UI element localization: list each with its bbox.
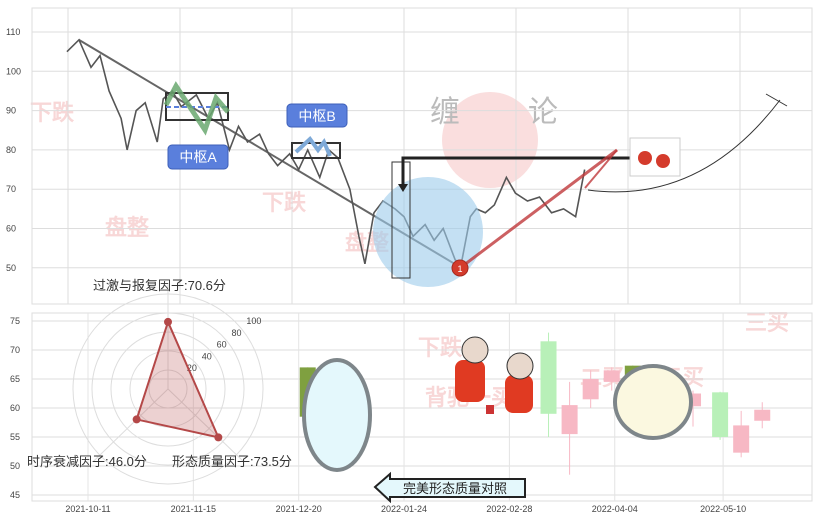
perfect-shape-ellipse xyxy=(302,358,372,472)
radar-point xyxy=(214,433,223,442)
mascot-thumbnail xyxy=(629,137,681,177)
radar-ring-label: 40 xyxy=(202,351,212,361)
top-plot-frame xyxy=(31,7,813,305)
zhongshu-b-box xyxy=(291,142,341,159)
watermark-down: 下跌 xyxy=(418,335,463,360)
projection-arc xyxy=(587,99,781,193)
comparison-callout-label: 完美形态质量对照 xyxy=(403,481,507,496)
y-tick-label: 50 xyxy=(6,263,16,273)
radar-axis xyxy=(167,388,244,462)
x-tick-label: 2021-11-15 xyxy=(171,504,216,514)
x-tick-label: 2021-12-20 xyxy=(276,504,322,514)
candle-body xyxy=(540,341,557,414)
radar-area xyxy=(135,319,221,439)
x-tick-label: 2021-10-11 xyxy=(65,504,110,514)
mascot-icon xyxy=(638,151,652,165)
buy-point-marker xyxy=(451,259,469,277)
radar-ring-label: 60 xyxy=(217,340,227,350)
radar-axis-label-shape-quality: 形态质量因子:73.5分 xyxy=(172,454,292,469)
mascot-illustration xyxy=(455,336,534,414)
candle-body xyxy=(712,392,729,437)
y-tick-label: 90 xyxy=(6,106,16,116)
watermark-lun: 论 xyxy=(528,96,558,129)
zhongshu-b-strokes xyxy=(294,136,332,157)
current-shape-ellipse xyxy=(613,364,693,440)
y-tick-label: 110 xyxy=(6,27,20,37)
radar-ring-label: 20 xyxy=(187,363,197,373)
candle-body xyxy=(733,425,750,453)
radar-point xyxy=(132,415,141,424)
y-tick-label: 100 xyxy=(6,66,21,76)
mascot-icon xyxy=(656,154,670,168)
y-tick-label: 50 xyxy=(10,461,20,471)
radar-labels: 过激与报复因子:70.6分 形态质量因子:73.5分 时序衰减因子:46.0分 xyxy=(27,278,292,469)
y-tick-label: 55 xyxy=(10,432,20,442)
zhongshu-a-strokes xyxy=(163,81,230,136)
radar-ring-label: 100 xyxy=(246,316,261,326)
y-tick-label: 60 xyxy=(6,224,16,234)
down-arrow-icon xyxy=(398,184,408,192)
watermark-consolidation: 盘整 xyxy=(105,215,149,240)
bottom-plot-frame xyxy=(31,312,813,502)
radar-axis-label-time-decay: 时序衰减因子:46.0分 xyxy=(27,454,147,469)
y-tick-label: 80 xyxy=(6,145,16,155)
y-tick-label: 45 xyxy=(10,490,20,500)
y-tick-label: 75 xyxy=(10,316,20,326)
candle-body xyxy=(561,405,578,435)
highlight-circle xyxy=(373,177,483,287)
radar-ring-label: 80 xyxy=(232,328,242,338)
radar-chart: 20 40 60 80 100 xyxy=(72,284,264,485)
radar-axis xyxy=(92,388,169,463)
x-tick-label: 2022-01-24 xyxy=(381,504,427,514)
x-tick-label: 2022-04-04 xyxy=(592,504,638,514)
mascot-watermark xyxy=(442,92,538,188)
y-tick-label: 60 xyxy=(10,403,20,413)
radar-point xyxy=(164,317,172,326)
y-tick-label: 70 xyxy=(6,184,16,194)
watermark-buy3: 三买 xyxy=(745,310,789,335)
x-tick-label: 2022-02-28 xyxy=(486,504,532,514)
rise-line-2 xyxy=(584,149,618,189)
watermark-chan: 缠 xyxy=(430,96,460,129)
projection-cap xyxy=(765,93,788,107)
candle-body xyxy=(582,379,599,400)
zhongshu-b-label: 中枢B xyxy=(298,108,335,124)
y-tick-label: 65 xyxy=(10,374,20,384)
reference-arrow-line xyxy=(401,156,630,188)
watermark-down: 下跌 xyxy=(262,190,307,215)
zhongshu-a-label: 中枢A xyxy=(179,149,217,165)
annotation-layer: 中枢A 中枢B 1 完美形态质量对照 xyxy=(163,81,788,504)
y-tick-label: 70 xyxy=(10,345,20,355)
zhongshu-b-label-box xyxy=(286,103,348,128)
candle-body xyxy=(603,370,620,382)
zhongshu-a-label-box xyxy=(167,144,229,170)
rise-line xyxy=(459,148,618,270)
x-tick-label: 2022-05-10 xyxy=(700,504,746,514)
candle-body xyxy=(754,409,771,421)
buy-point-label: 1 xyxy=(457,264,462,274)
radar-axis-label-overshoot: 过激与报复因子:70.6分 xyxy=(93,278,226,293)
focus-rect xyxy=(391,161,411,279)
comparison-callout-arrow xyxy=(373,471,526,504)
